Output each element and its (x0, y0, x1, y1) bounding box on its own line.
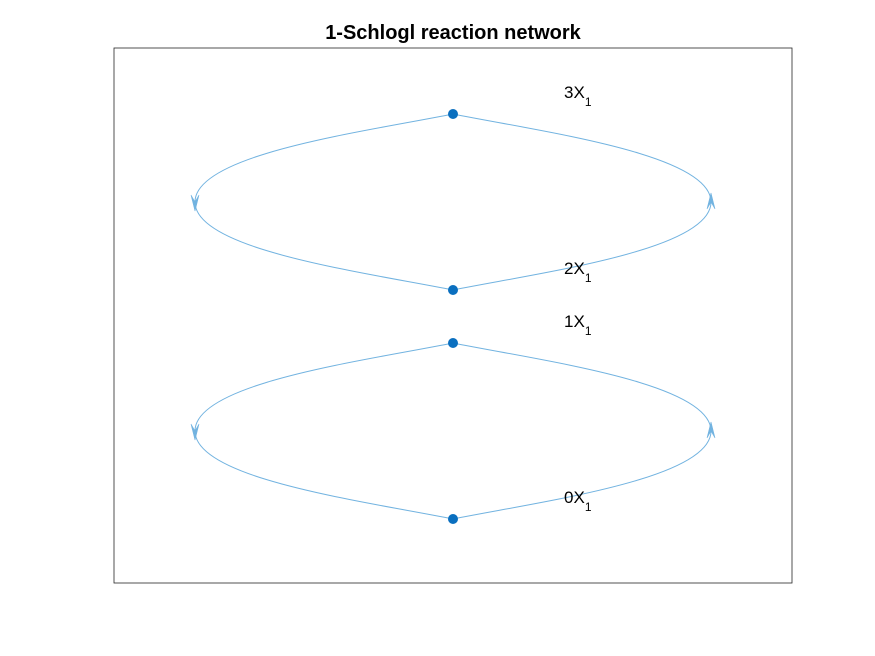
chart-title: 1-Schlogl reaction network (325, 22, 581, 44)
axes-box (113, 47, 793, 584)
arrowhead-icon (190, 423, 200, 441)
labels-layer: 3X1 2X1 1X1 0X1 (564, 83, 592, 514)
complex-label: 1X1 (564, 312, 592, 338)
nodes-layer (448, 109, 458, 524)
complex-node (448, 285, 458, 295)
complex-label: 2X1 (564, 259, 592, 285)
complex-label: 0X1 (564, 488, 592, 514)
arrowhead-icon (706, 192, 716, 210)
complex-node (448, 109, 458, 119)
complex-node (448, 514, 458, 524)
arrowhead-icon (706, 421, 716, 439)
complex-node (448, 338, 458, 348)
edges-layer (190, 113, 716, 520)
arrowhead-icon (190, 194, 200, 212)
complex-label: 3X1 (564, 83, 592, 109)
